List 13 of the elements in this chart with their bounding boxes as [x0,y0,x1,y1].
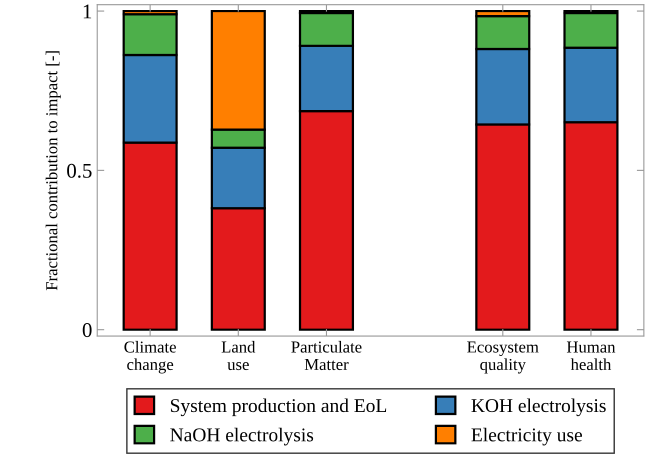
x-tick-label: Climate change [124,340,176,374]
x-tick-label: Particulate Matter [291,340,362,370]
legend-label: System production and EoL [170,398,386,416]
y-axis-title: Fractional contribution to impact [-] [46,51,61,290]
y-tick-label: 0.5 [67,164,92,178]
x-tick-label: Human health [566,342,616,370]
y-tick-label: 0 [82,323,92,338]
legend-label: NaOH electrolysis [170,428,314,446]
legend-label: KOH electrolysis [471,398,606,416]
legend-label: Electricity use [471,428,582,446]
x-tick-label: Land use [222,340,256,370]
x-tick-label: Ecosystem quality [467,342,539,374]
y-tick-label: 1 [84,4,92,18]
